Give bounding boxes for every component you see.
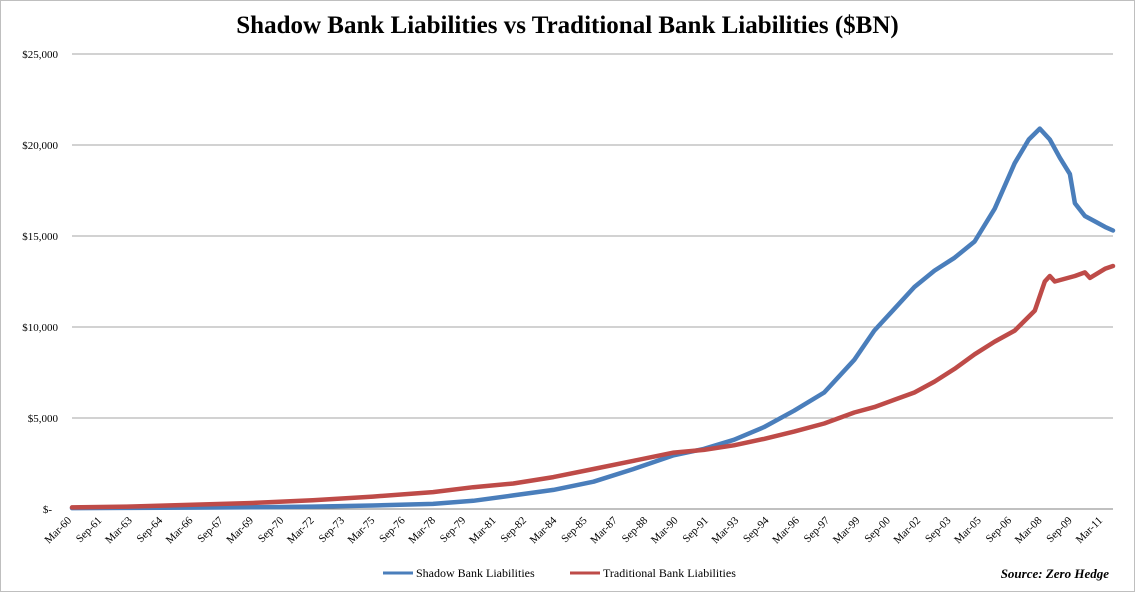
x-tick-label: Sep-97: [802, 514, 833, 545]
x-tick-label: Mar-78: [406, 514, 438, 546]
chart-title: Shadow Bank Liabilities vs Traditional B…: [236, 12, 899, 39]
x-tick-label: Sep-73: [317, 514, 348, 545]
x-tick-label: Mar-72: [285, 515, 317, 547]
x-tick-label: Sep-94: [741, 514, 772, 545]
x-tick-label: Mar-93: [710, 514, 742, 546]
y-tick-label: $5,000: [28, 413, 59, 425]
x-tick-label: Sep-00: [862, 514, 893, 545]
y-tick-label: $25,000: [22, 49, 58, 61]
x-tick-label: Mar-99: [831, 514, 863, 546]
x-tick-label: Sep-06: [984, 514, 1015, 545]
x-tick-label: Sep-82: [498, 515, 529, 546]
x-tick-label: Mar-87: [588, 514, 620, 546]
legend-label-traditional: Traditional Bank Liabilities: [603, 566, 736, 580]
series-line-shadow: [69, 126, 1116, 511]
x-tick-label: Mar-75: [346, 514, 378, 546]
x-tick-label: Sep-09: [1044, 514, 1075, 545]
legend-label-shadow: Shadow Bank Liabilities: [416, 566, 535, 580]
x-tick-label: Sep-61: [74, 515, 105, 546]
x-tick-label: Sep-70: [256, 514, 287, 545]
x-tick-label: Mar-69: [224, 514, 256, 546]
x-tick-label: Mar-60: [42, 514, 74, 546]
y-tick-label: $20,000: [22, 140, 58, 152]
x-tick-label: Sep-67: [195, 514, 226, 545]
x-tick-label: Mar-63: [103, 514, 135, 546]
x-tick-label: Sep-85: [559, 514, 590, 545]
x-tick-label: Sep-91: [680, 515, 711, 546]
x-tick-label: Sep-79: [438, 514, 469, 545]
source-note: Source: Zero Hedge: [1000, 566, 1109, 581]
y-tick-label: $15,000: [22, 231, 58, 243]
y-tick-label: $-: [43, 504, 53, 516]
x-tick-label: Mar-90: [649, 514, 681, 546]
series-lines: [69, 126, 1116, 511]
legend: Shadow Bank Liabilities Traditional Bank…: [383, 566, 736, 580]
series-line-traditional: [69, 263, 1116, 510]
x-tick-label: Sep-03: [923, 514, 954, 545]
gridlines: [72, 53, 1113, 419]
x-tick-label: Mar-81: [467, 515, 499, 547]
x-tick-label: Sep-88: [620, 514, 651, 545]
y-tick-label: $10,000: [22, 322, 58, 334]
y-axis-ticks: $- $5,000 $10,000 $15,000 $20,000 $25,000: [22, 49, 58, 516]
x-tick-label: Mar-05: [952, 514, 984, 546]
x-tick-label: Sep-64: [135, 514, 166, 545]
x-tick-label: Mar-66: [164, 514, 196, 546]
x-tick-label: Mar-84: [528, 514, 560, 546]
x-tick-label: Mar-96: [770, 514, 802, 546]
x-tick-label: Mar-11: [1074, 515, 1105, 546]
x-tick-label: Mar-08: [1013, 514, 1045, 546]
x-tick-label: Sep-76: [377, 514, 408, 545]
x-tick-label: Mar-02: [892, 515, 924, 547]
